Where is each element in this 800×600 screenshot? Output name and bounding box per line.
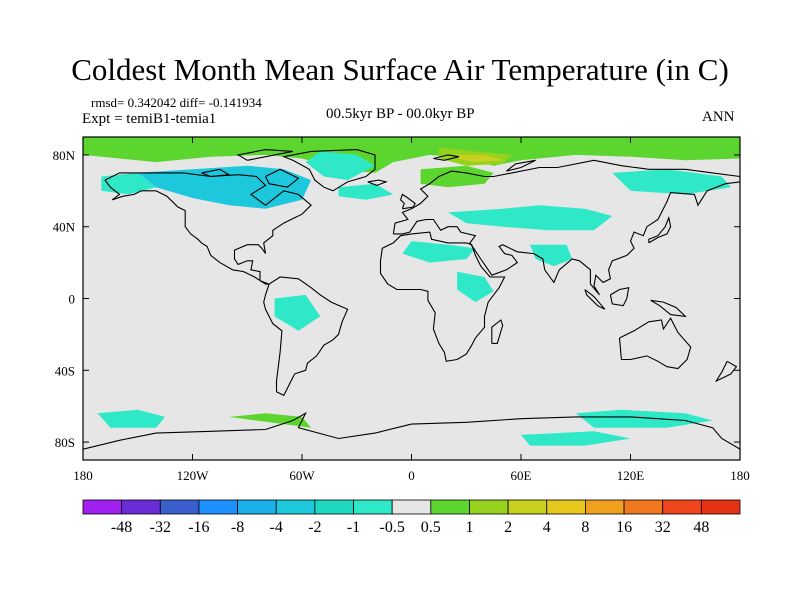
region-east-africa-cool	[457, 271, 494, 303]
y-tick-label: 40N	[53, 220, 76, 235]
coast-south-america	[263, 276, 349, 397]
region-central-asia-cool	[448, 205, 613, 231]
coast-japan	[648, 215, 672, 244]
coast-antarctica	[83, 411, 740, 450]
coast-new-zealand	[714, 360, 738, 383]
y-tick-label: 0	[69, 292, 76, 307]
colorbar-label: 4	[542, 519, 551, 536]
region-antarctic-cool	[521, 431, 631, 446]
coast-borneo	[609, 287, 630, 307]
colorbar-label: 16	[616, 519, 633, 536]
colorbar-swatch	[353, 499, 393, 515]
y-tick-label: 80S	[55, 435, 75, 450]
coast-svalbard	[433, 154, 460, 161]
colorbar-swatch	[546, 499, 586, 515]
coast-novaya-zemlya	[506, 159, 536, 172]
colorbar-label: -48	[110, 519, 133, 536]
region-kara-strong	[457, 154, 503, 163]
colorbar-label: 48	[693, 519, 710, 536]
colorbar-label: 1	[465, 519, 474, 536]
colorbar-label: -4	[269, 519, 283, 536]
coast-victoria-isl	[201, 168, 231, 178]
coast-madagascar	[491, 319, 504, 344]
period-label: 00.5kyr BP - 00.0kyr BP	[326, 106, 475, 122]
x-tick-label: 120W	[177, 468, 210, 483]
colorbar-label: -0.5	[379, 519, 405, 536]
colorbar-swatch	[391, 499, 432, 515]
coast-australia	[618, 317, 692, 370]
colorbar-swatch	[662, 499, 702, 515]
colorbar-label: 32	[654, 519, 671, 536]
region-greenland-cool	[305, 151, 375, 181]
colorbar-swatch	[159, 499, 200, 515]
stats-line: rmsd= 0.342042 diff= -0.141934	[91, 95, 262, 110]
colorbar-label: 2	[504, 519, 513, 536]
region-southern-ocean-cool-e	[575, 409, 713, 428]
region-n-atlantic-cool	[338, 183, 394, 200]
colorbar-swatch	[430, 499, 470, 515]
region-southern-ocean-warm	[229, 413, 312, 428]
coast-ellesmere	[236, 149, 294, 161]
colorbar-swatch	[585, 499, 625, 515]
coast-uk	[399, 193, 416, 210]
colorbar-label: -16	[188, 519, 210, 536]
colorbar-label: -1	[346, 519, 361, 536]
colorbar-label: -2	[308, 519, 322, 536]
region-alaska-cool	[101, 172, 156, 195]
season-label: ANN	[702, 109, 735, 125]
region-arctic-warm-band	[83, 137, 740, 173]
colorbar	[82, 499, 741, 515]
region-siberia-cool	[612, 169, 731, 195]
colorbar-swatch	[700, 499, 741, 515]
coast-new-guinea	[650, 299, 687, 318]
y-tick-label: 40S	[55, 363, 75, 378]
colorbar-swatch	[82, 499, 123, 515]
x-tick-label: 180	[73, 468, 93, 483]
chart-title: Coldest Month Mean Surface Air Temperatu…	[71, 52, 729, 87]
x-tick-label: 0	[408, 468, 415, 483]
colorbar-swatch	[121, 499, 161, 515]
colorbar-label: -8	[230, 519, 245, 536]
colorbar-swatch	[507, 499, 548, 515]
x-tick-label: 60W	[289, 468, 315, 483]
region-scandinavia-warm	[420, 165, 494, 188]
colorbar-swatch	[469, 499, 509, 515]
x-tick-label: 120E	[617, 468, 645, 483]
coast-greenland	[281, 149, 376, 192]
experiment-label: Expt = temiB1-temia1	[82, 111, 217, 127]
coastlines	[83, 149, 740, 450]
coast-africa	[379, 231, 506, 362]
coast-baffin	[265, 168, 300, 188]
region-north-africa-cool	[402, 241, 476, 263]
colorbar-swatch	[314, 499, 354, 515]
region-canada-cool	[137, 165, 312, 209]
colorbar-label: 8	[581, 519, 590, 536]
colorbar-swatch	[198, 499, 238, 515]
region-south-america-cool	[274, 294, 321, 331]
colorbar-label: 0.5	[420, 519, 441, 536]
coast-eurasia	[392, 159, 740, 296]
colorbar-label: -32	[149, 519, 171, 536]
colorbar-swatch	[275, 499, 316, 515]
axis-ticks: 180 120W 60W 0 60E 120E 180 80N 40N 0 40S 80S	[53, 137, 750, 483]
x-tick-label: 180	[730, 468, 750, 483]
region-india-cool	[530, 244, 573, 267]
colorbar-swatch	[237, 499, 277, 515]
region-southern-ocean-cool-w	[97, 409, 166, 428]
coast-sumatra	[584, 289, 606, 310]
x-tick-label: 60E	[511, 468, 532, 483]
y-tick-label: 80N	[53, 148, 76, 163]
coast-iceland	[367, 179, 388, 186]
anomaly-regions	[83, 137, 740, 446]
coast-north-america	[104, 172, 312, 285]
colorbar-swatch	[623, 499, 664, 515]
